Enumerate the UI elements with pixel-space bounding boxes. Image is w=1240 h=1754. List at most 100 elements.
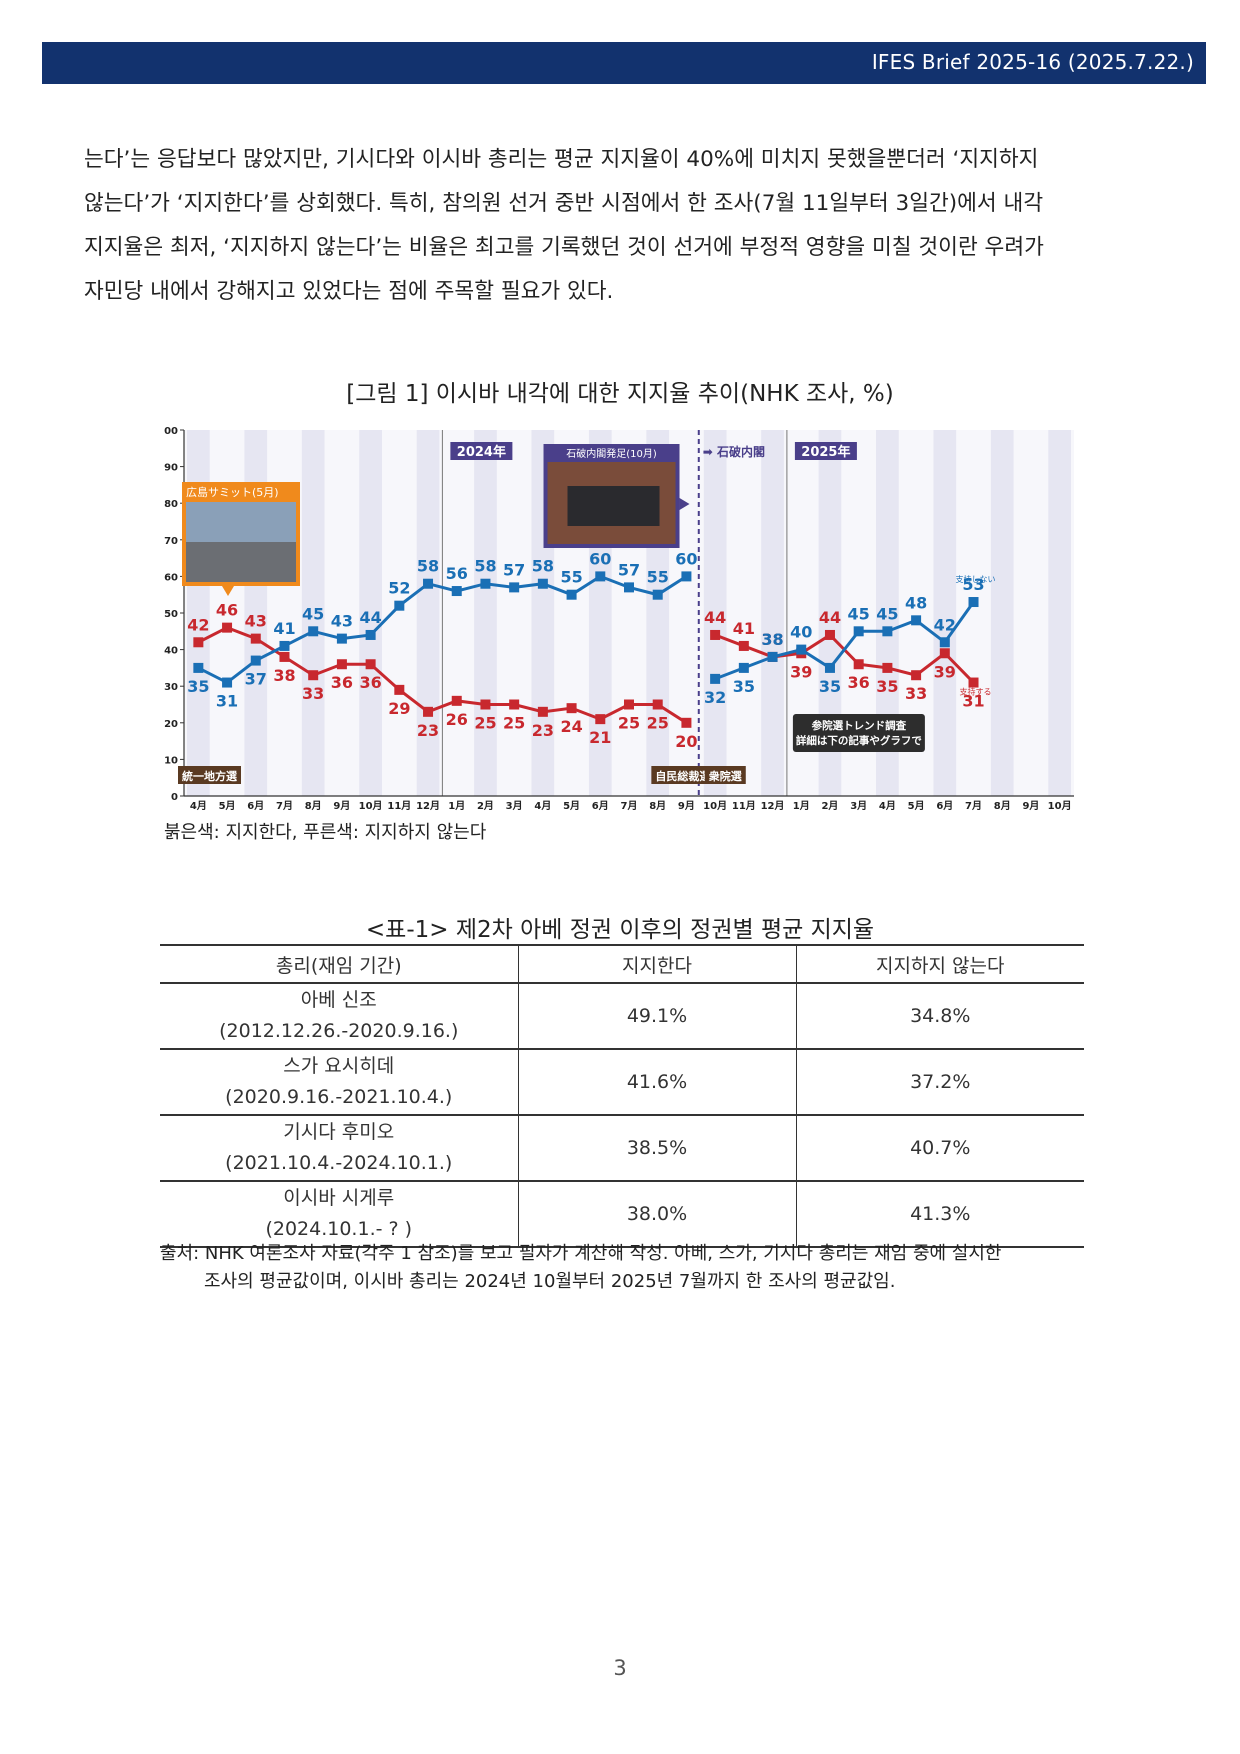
month-stripe <box>359 430 382 796</box>
data-label: 23 <box>532 721 554 740</box>
body-paragraph: 는다’는 응답보다 많았지만, 기시다와 이시바 총리는 평균 지지율이 40%… <box>84 138 1174 314</box>
table-header: 총리(재임 기간) <box>160 944 518 984</box>
data-point <box>595 714 606 725</box>
body-line: 자민당 내에서 강해지고 있었다는 점에 주목할 필요가 있다. <box>84 279 614 304</box>
data-point <box>968 677 979 688</box>
x-tick-label: 12月 <box>761 800 785 812</box>
series-line <box>714 601 975 681</box>
y-tick-label: 70 <box>164 536 178 547</box>
data-point <box>336 659 347 670</box>
data-label: 46 <box>216 601 238 620</box>
body-line: 지지율은 최저, ‘지지하지 않는다’는 비율은 최고를 기록했던 것이 선거에… <box>84 235 1044 260</box>
y-tick-label: 80 <box>164 499 178 510</box>
data-label: 44 <box>819 608 841 627</box>
x-tick-label: 4月 <box>190 800 207 812</box>
x-tick-label: 5月 <box>219 800 236 812</box>
x-tick-label: 5月 <box>908 800 925 812</box>
figure-caption: [그림 1] 이시바 내각에 대한 지지율 추이(NHK 조사, %) <box>346 381 894 407</box>
pm-cell: 기시다 후미오 (2021.10.4.-2024.10.1.) <box>160 1114 518 1182</box>
sanin-box <box>792 714 925 752</box>
x-tick-label: 4月 <box>879 800 896 812</box>
data-point <box>882 626 893 637</box>
table-row: 이시바 시게루 (2024.10.1.- ? ) 38.0% 41.3% <box>160 1180 1084 1248</box>
chart-note: 붉은색: 지지한다, 푸른색: 지지하지 않는다 <box>164 822 487 843</box>
data-point <box>710 629 721 640</box>
data-point <box>652 699 663 710</box>
table-row: 아베 신조 (2012.12.26.-2020.9.16.) 49.1% 34.8… <box>160 982 1084 1050</box>
data-label: 53 <box>962 575 984 594</box>
year-label-bg <box>794 442 857 460</box>
approval-chart: 0 10 20 30 40 50 60 70 80 90 100 4月 5月 6月 7月 8月 9月 10月 11月… <box>157 426 1074 812</box>
month-stripe <box>416 430 440 796</box>
data-label: 20 <box>675 732 697 751</box>
data-point <box>480 578 491 589</box>
oppose-cell: 34.8% <box>795 982 1084 1050</box>
data-point <box>738 640 749 651</box>
x-tick-label: 8月 <box>649 800 666 812</box>
page-number: 3 <box>613 1656 627 1680</box>
x-tick-label: 9月 <box>678 800 695 812</box>
data-point <box>423 706 434 717</box>
data-point <box>853 626 864 637</box>
table-header-row: 총리(재임 기간) 지지한다 지지하지 않는다 <box>160 944 1084 984</box>
month-stripe <box>876 430 899 796</box>
x-tick-label: 9月 <box>333 800 350 812</box>
data-label: 33 <box>302 684 324 703</box>
x-tick-label: 8月 <box>305 800 322 812</box>
source-line: 조사의 평균값이며, 이시바 총리는 2024년 10월부터 2025년 7월까… <box>204 1271 896 1292</box>
data-label: 58 <box>532 557 554 576</box>
data-point <box>968 597 979 608</box>
x-tick-label: 10月 <box>1048 800 1072 812</box>
sanin-label: 参院選トレンド調査 <box>812 719 907 732</box>
data-point <box>796 644 807 655</box>
header-bar: IFES Brief 2025-16 (2025.7.22.) <box>42 42 1206 84</box>
data-point <box>250 633 261 644</box>
data-point <box>394 684 405 695</box>
pm-period: (2021.10.4.-2024.10.1.) <box>225 1152 453 1174</box>
data-point <box>624 582 634 593</box>
hiroshima-photo-ground <box>186 542 296 582</box>
data-point <box>681 717 692 728</box>
x-tick-label: 11月 <box>732 800 756 812</box>
data-label: 35 <box>733 677 755 696</box>
table-row: 스가 요시히데 (2020.9.16.-2021.10.4.) 41.6% 37.… <box>160 1048 1084 1116</box>
ishiba-label: ➡ 石破内閣 <box>703 444 765 459</box>
data-label: 36 <box>848 673 870 692</box>
data-label: 29 <box>388 699 410 718</box>
year-label: 2025年 <box>801 444 850 460</box>
data-label: 60 <box>589 549 611 568</box>
data-label: 42 <box>934 615 956 634</box>
data-label: 31 <box>216 692 238 711</box>
jimin-label-bg <box>651 766 715 784</box>
pm-cell: 이시바 시게루 (2024.10.1.- ? ) <box>160 1180 518 1248</box>
month-stripe <box>1048 430 1071 796</box>
data-label: 31 <box>962 692 984 711</box>
support-cell: 38.5% <box>517 1114 796 1182</box>
data-label: 23 <box>417 721 439 740</box>
y-tick-label: 50 <box>164 609 178 620</box>
data-label: 58 <box>474 557 496 576</box>
data-label: 45 <box>302 604 324 623</box>
data-label: 25 <box>474 714 496 733</box>
data-point <box>824 662 835 673</box>
data-label: 35 <box>819 677 841 696</box>
support-cell: 41.6% <box>517 1048 796 1116</box>
header-title: IFES Brief 2025-16 (2025.7.22.) <box>871 50 1194 74</box>
data-point <box>537 578 548 589</box>
support-cell: 49.1% <box>517 982 796 1050</box>
data-label: 58 <box>417 557 439 576</box>
data-point <box>365 629 376 640</box>
y-tick-label: 20 <box>164 719 178 730</box>
data-label: 45 <box>876 604 898 623</box>
data-point <box>911 615 922 626</box>
data-label: 32 <box>704 688 726 707</box>
data-label: 39 <box>934 662 956 681</box>
data-label: 38 <box>761 630 783 649</box>
table-header: 지지한다 <box>517 944 796 984</box>
month-stripe <box>703 430 727 796</box>
ishiba-pointer <box>679 498 690 510</box>
data-label: 55 <box>647 568 669 587</box>
pm-period: (2012.12.26.-2020.9.16.) <box>219 1020 459 1042</box>
x-tick-label: 3月 <box>506 800 523 812</box>
data-point <box>394 600 405 611</box>
